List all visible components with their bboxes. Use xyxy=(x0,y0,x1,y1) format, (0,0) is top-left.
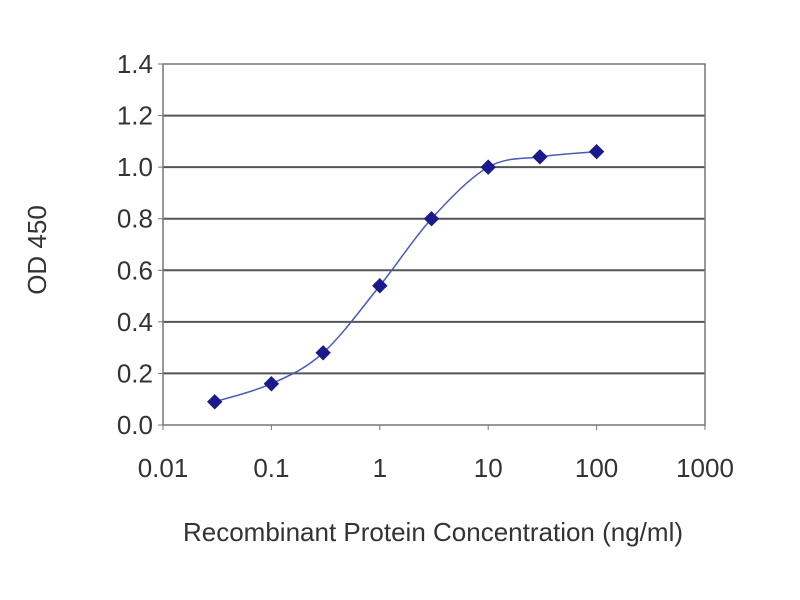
x-tick-label: 100 xyxy=(575,453,618,483)
y-tick-label: 1.4 xyxy=(117,49,153,79)
y-tick-label: 0.4 xyxy=(117,307,153,337)
data-point-0 xyxy=(207,394,223,410)
y-tick-label: 0.6 xyxy=(117,255,153,285)
plot-area-border xyxy=(162,63,706,426)
y-axis-title: OD 450 xyxy=(22,205,52,295)
data-point-3 xyxy=(372,278,388,294)
x-tick-label: 0.1 xyxy=(253,453,289,483)
x-tick-label: 10 xyxy=(474,453,503,483)
y-tick-label: 1.2 xyxy=(117,101,153,131)
data-point-4 xyxy=(423,211,440,227)
y-tick-label: 0.0 xyxy=(117,410,153,440)
x-tick-label: 0.01 xyxy=(138,453,189,483)
x-axis-title: Recombinant Protein Concentration (ng/ml… xyxy=(183,517,683,547)
y-axis-ticks: 0.0 0.2 0.4 0.6 0.8 1.0 1.2 1.4 xyxy=(117,49,163,440)
data-point-6 xyxy=(532,149,548,165)
y-tick-label: 0.2 xyxy=(117,358,153,388)
y-tick-label: 0.8 xyxy=(117,204,153,234)
x-tick-label: 1 xyxy=(373,453,387,483)
data-point-7 xyxy=(588,143,605,160)
fit-curve xyxy=(214,150,597,403)
x-tick-label: 1000 xyxy=(676,453,734,483)
data-point-1 xyxy=(263,376,280,392)
data-point-5 xyxy=(480,159,496,175)
data-points xyxy=(207,143,605,410)
x-axis-ticks: 0.01 0.1 1 10 100 1000 xyxy=(138,425,734,483)
y-tick-label: 1.0 xyxy=(117,152,153,182)
gridlines xyxy=(163,114,705,375)
data-point-2 xyxy=(315,345,331,361)
